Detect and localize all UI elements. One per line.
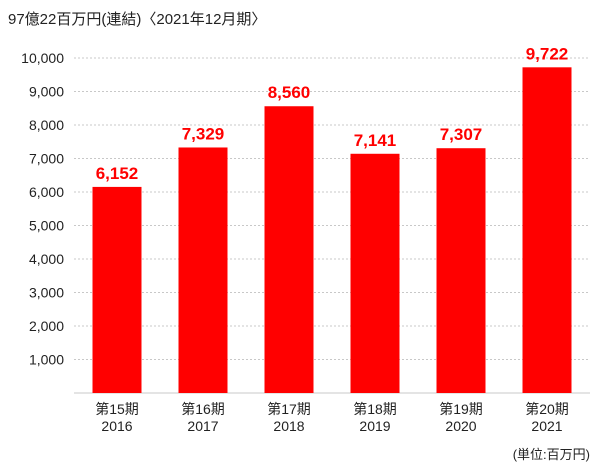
bar: [92, 186, 142, 393]
x-year-label: 2021: [531, 418, 562, 434]
y-axis-labels: 1,000 2,000 3,000 4,000 5,000 6,000 7,000 8,000…: [21, 50, 64, 368]
x-category-label: 第18期: [353, 401, 397, 417]
data-label: 9,722: [526, 44, 569, 63]
x-category-label: 第15期: [95, 401, 139, 417]
y-tick-label: 1,000: [29, 352, 64, 368]
y-tick-label: 3,000: [29, 285, 64, 301]
x-category-label: 第16期: [181, 401, 225, 417]
data-label: 7,307: [440, 125, 483, 144]
y-tick-label: 4,000: [29, 251, 64, 267]
bar: [264, 106, 314, 394]
data-labels: 6,152 7,329 8,560 7,141 7,307 9,722: [96, 44, 569, 183]
x-year-label: 2018: [273, 418, 304, 434]
bar: [522, 67, 572, 394]
gridlines: [74, 57, 590, 394]
data-label: 6,152: [96, 164, 139, 183]
x-year-label: 2020: [445, 418, 476, 434]
data-label: 7,329: [182, 124, 225, 143]
x-category-label: 第20期: [525, 401, 569, 417]
y-tick-label: 5,000: [29, 218, 64, 234]
bars: [92, 67, 572, 394]
data-label: 7,141: [354, 131, 397, 150]
y-tick-label: 7,000: [29, 151, 64, 167]
x-year-label: 2019: [359, 418, 390, 434]
y-tick-label: 2,000: [29, 318, 64, 334]
x-category-label: 第17期: [267, 401, 311, 417]
bar: [436, 148, 486, 393]
x-year-label: 2017: [187, 418, 218, 434]
x-category-label: 第19期: [439, 401, 483, 417]
y-tick-label: 8,000: [29, 117, 64, 133]
unit-note: (単位:百万円): [512, 447, 590, 462]
x-year-label: 2016: [101, 418, 132, 434]
data-label: 8,560: [268, 83, 311, 102]
y-tick-label: 9,000: [29, 84, 64, 100]
bar: [178, 147, 228, 393]
y-tick-label: 6,000: [29, 184, 64, 200]
chart-title: 97億22百万円(連結)〈2021年12月期〉: [8, 11, 267, 28]
bar: [350, 153, 400, 393]
y-tick-label: 10,000: [21, 50, 64, 66]
